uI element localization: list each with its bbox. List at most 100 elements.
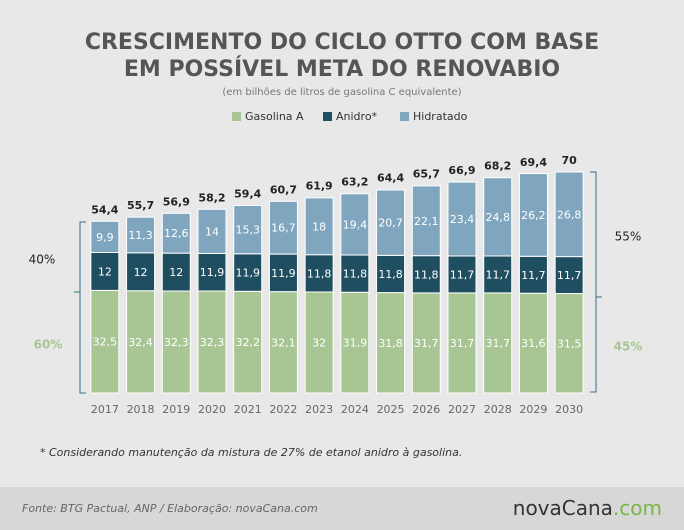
bar-segment [304, 197, 334, 256]
total-label: 70 [561, 154, 577, 167]
x-tick-label: 2017 [91, 403, 119, 416]
value-label: 31,8 [378, 337, 403, 350]
bar-segment [483, 177, 513, 257]
bar-segment [161, 212, 191, 254]
value-label: 22,1 [414, 215, 439, 228]
bar-segment [376, 189, 406, 256]
value-label: 23,4 [450, 213, 475, 226]
value-label: 19,4 [343, 218, 368, 231]
logo-main: novaCana [513, 496, 613, 520]
bar-segment [411, 292, 441, 394]
x-tick-label: 2029 [519, 403, 547, 416]
value-label: 32,3 [164, 336, 189, 349]
logo: novaCana.com [513, 496, 662, 520]
footnote: * Considerando manutenção da mistura de … [40, 446, 462, 459]
value-label: 11,9 [235, 267, 260, 280]
value-label: 31,7 [450, 337, 475, 350]
x-tick-label: 2021 [234, 403, 262, 416]
chart-subtitle: (em bilhões de litros de gasolina C equi… [222, 87, 461, 98]
value-label: 15,3 [235, 224, 260, 237]
legend-label: Hidratado [413, 110, 468, 123]
source: Fonte: BTG Pactual, ANP / Elaboração: no… [22, 502, 318, 515]
value-label: 12 [98, 265, 112, 278]
total-label: 54,4 [91, 203, 118, 216]
value-label: 11,8 [414, 268, 439, 281]
bar-segment [411, 255, 441, 294]
value-label: 11,7 [557, 269, 582, 282]
value-label: 32,3 [200, 336, 225, 349]
value-label: 9,9 [96, 231, 114, 244]
total-label: 58,2 [198, 191, 225, 204]
total-label: 64,4 [377, 172, 404, 185]
value-label: 18 [312, 220, 326, 233]
legend-swatch [400, 112, 409, 121]
x-tick-label: 2023 [305, 403, 333, 416]
total-label: 65,7 [413, 168, 440, 181]
value-label: 31,7 [485, 337, 510, 350]
bar-segment [233, 204, 263, 255]
bar-segment [126, 216, 156, 254]
bar-segment [447, 255, 477, 294]
total-label: 68,2 [484, 160, 511, 173]
value-label: 31,7 [414, 337, 439, 350]
value-label: 31,9 [343, 337, 368, 350]
bar-segment [554, 293, 584, 394]
value-label: 26,8 [557, 208, 582, 221]
bar-segment [554, 256, 584, 295]
x-tick-label: 2026 [412, 403, 440, 416]
value-label: 11,8 [378, 268, 403, 281]
bar-segment [411, 185, 441, 257]
legend-swatch [232, 112, 241, 121]
footer-band [0, 487, 684, 530]
total-label: 60,7 [270, 183, 297, 196]
bar-segment [447, 181, 477, 257]
x-tick-label: 2020 [198, 403, 226, 416]
bar-segment [197, 252, 227, 292]
total-label: 66,9 [448, 164, 475, 177]
x-tick-label: 2025 [377, 403, 405, 416]
bar-segment [197, 290, 227, 394]
value-label: 11,9 [200, 266, 225, 279]
left-bracket [74, 221, 86, 394]
legend-swatch [323, 112, 332, 121]
left-annotation: 40% [29, 253, 56, 267]
bar-segment [340, 193, 370, 256]
bar-segment [554, 171, 584, 258]
value-label: 12 [134, 266, 148, 279]
value-label: 11,8 [307, 267, 332, 280]
right-annotation: 45% [614, 340, 643, 354]
value-label: 32,1 [271, 336, 296, 349]
x-tick-label: 2028 [484, 403, 512, 416]
total-label: 69,4 [520, 156, 547, 169]
value-label: 11,7 [450, 268, 475, 281]
bar-segment [233, 290, 263, 394]
bar-segment [126, 290, 156, 394]
total-label: 56,9 [163, 195, 190, 208]
value-label: 31,5 [557, 337, 582, 350]
bar-segment [483, 292, 513, 394]
total-label: 59,4 [234, 187, 261, 200]
bar-segment [518, 173, 548, 257]
bar-segment [268, 291, 298, 394]
value-label: 24,8 [485, 211, 510, 224]
bar-segment [376, 292, 406, 394]
bar-segment [161, 252, 191, 292]
value-label: 14 [205, 225, 219, 238]
x-tick-label: 2027 [448, 403, 476, 416]
bar-segment [518, 292, 548, 394]
value-label: 11,9 [271, 267, 296, 280]
value-label: 31,6 [521, 337, 546, 350]
right-bracket [590, 171, 602, 393]
value-label: 32,5 [93, 336, 118, 349]
bar-segment [268, 200, 298, 255]
bar-segment [447, 292, 477, 394]
bar-segment [340, 254, 370, 293]
x-tick-label: 2024 [341, 403, 369, 416]
bar-segment [197, 208, 227, 254]
value-label: 11,7 [521, 269, 546, 282]
value-label: 32,4 [128, 336, 153, 349]
bar-segment [340, 291, 370, 394]
chart-title: CRESCIMENTO DO CICLO OTTO COM BASE [85, 30, 599, 55]
legend-label: Gasolina A [245, 110, 304, 123]
